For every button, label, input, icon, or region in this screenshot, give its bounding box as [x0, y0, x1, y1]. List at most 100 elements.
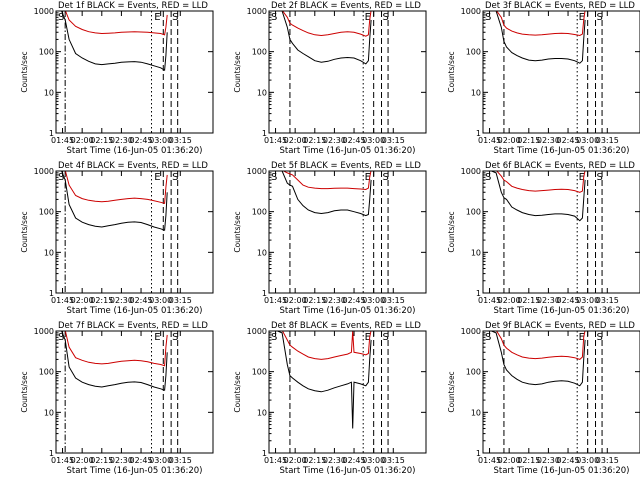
marker-start2-label: S: [383, 172, 389, 183]
x-tick-label: 01:45: [51, 296, 74, 305]
y-tick-label: 1: [262, 289, 267, 298]
marker-end-label: E: [365, 172, 371, 183]
x-axis-label: Start Time (16-Jun-05 01:36:20): [494, 146, 630, 156]
marker-start2-label: S: [172, 12, 178, 23]
x-tick-label: 02:15: [303, 456, 326, 465]
y-axis-label: Counts/sec: [233, 51, 242, 92]
marker-start-label: S: [485, 12, 491, 23]
x-tick-label: 03:15: [169, 136, 192, 145]
x-tick-label: 03:15: [382, 296, 405, 305]
x-tick-label: 02:45: [557, 136, 580, 145]
x-tick-label: 03:15: [596, 296, 619, 305]
plot-frame: [55, 330, 214, 454]
x-tick-label: 02:30: [110, 136, 133, 145]
x-tick-label: 01:45: [264, 296, 287, 305]
panel-title: Det 6f BLACK = Events, RED = LLD: [485, 161, 635, 171]
x-tick-label: 03:00: [149, 456, 172, 465]
series-line-events: [60, 11, 168, 72]
x-tick-label: 03:00: [149, 136, 172, 145]
y-tick-label: 1000: [461, 167, 481, 176]
panel-title: Det 8f BLACK = Events, RED = LLD: [271, 321, 421, 331]
x-axis-label: Start Time (16-Jun-05 01:36:20): [67, 466, 203, 476]
panel-title: Det 2f BLACK = Events, RED = LLD: [271, 1, 421, 11]
x-tick-label: 02:15: [517, 296, 540, 305]
marker-end-label: E: [154, 172, 160, 183]
y-tick-label: 100: [39, 368, 54, 377]
series-line-events: [491, 11, 586, 64]
marker-start-label: S: [485, 172, 491, 183]
x-tick-label: 02:45: [130, 456, 153, 465]
series-line-lld: [282, 11, 372, 37]
series-line-events: [490, 331, 586, 387]
x-tick-label: 02:15: [517, 136, 540, 145]
x-axis-label: Start Time (16-Jun-05 01:36:20): [280, 146, 416, 156]
plot-frame: [268, 10, 427, 134]
marker-end-label: E: [365, 12, 371, 23]
series-line-events: [60, 171, 168, 231]
series-line-lld: [282, 171, 372, 191]
y-tick-label: 1: [476, 289, 481, 298]
x-tick-label: 03:15: [596, 136, 619, 145]
x-tick-label: 03:15: [596, 456, 619, 465]
y-tick-label: 10: [44, 88, 54, 97]
y-tick-label: 100: [252, 48, 267, 57]
x-tick-label: 02:15: [90, 136, 113, 145]
x-tick-label: 03:00: [576, 456, 599, 465]
y-tick-label: 1: [262, 449, 267, 458]
marker-start-label: S: [58, 172, 64, 183]
x-tick-label: 02:30: [110, 456, 133, 465]
x-tick-label: 02:00: [498, 296, 521, 305]
y-tick-label: 1000: [34, 167, 54, 176]
x-tick-label: 02:00: [71, 136, 94, 145]
series-line-lld: [64, 171, 168, 205]
marker-start-label: S: [58, 12, 64, 23]
marker-end-label: E: [579, 172, 585, 183]
panel-title: Det 4f BLACK = Events, RED = LLD: [58, 161, 208, 171]
y-tick-label: 10: [257, 408, 267, 417]
x-tick-label: 02:15: [90, 296, 113, 305]
y-tick-label: 1: [476, 129, 481, 138]
x-tick-label: 02:30: [323, 296, 346, 305]
x-tick-label: 02:45: [130, 296, 153, 305]
marker-end-label: E: [365, 332, 371, 343]
x-tick-label: 02:30: [110, 296, 133, 305]
series-line-events: [277, 171, 372, 217]
series-line-lld: [281, 331, 372, 360]
y-tick-label: 1: [49, 129, 54, 138]
y-tick-label: 100: [466, 368, 481, 377]
x-tick-label: 02:00: [498, 136, 521, 145]
series-line-lld: [496, 11, 586, 37]
x-tick-label: 02:30: [537, 136, 560, 145]
x-axis-label: Start Time (16-Jun-05 01:36:20): [67, 306, 203, 316]
series-line-lld: [64, 331, 168, 367]
y-tick-label: 1000: [34, 327, 54, 336]
y-tick-label: 100: [252, 368, 267, 377]
x-tick-label: 03:15: [169, 456, 192, 465]
x-axis-label: Start Time (16-Jun-05 01:36:20): [280, 306, 416, 316]
marker-start2-label: S: [383, 332, 389, 343]
x-tick-label: 02:30: [323, 456, 346, 465]
y-tick-label: 1: [262, 129, 267, 138]
marker-end-label: E: [154, 12, 160, 23]
y-tick-label: 100: [39, 48, 54, 57]
x-tick-label: 01:45: [264, 136, 287, 145]
y-axis-label: Counts/sec: [447, 371, 456, 412]
marker-end-label: E: [154, 332, 160, 343]
x-tick-label: 02:45: [343, 296, 366, 305]
marker-start-label: S: [485, 332, 491, 343]
plot-frame: [55, 10, 214, 134]
panel-title: Det 7f BLACK = Events, RED = LLD: [58, 321, 208, 331]
x-tick-label: 02:15: [303, 296, 326, 305]
x-tick-label: 02:45: [343, 136, 366, 145]
marker-end-label: E: [579, 12, 585, 23]
x-tick-label: 02:30: [537, 296, 560, 305]
y-axis-label: Counts/sec: [447, 51, 456, 92]
y-tick-label: 1: [49, 449, 54, 458]
y-tick-label: 10: [471, 408, 481, 417]
marker-start2-label: S: [383, 12, 389, 23]
